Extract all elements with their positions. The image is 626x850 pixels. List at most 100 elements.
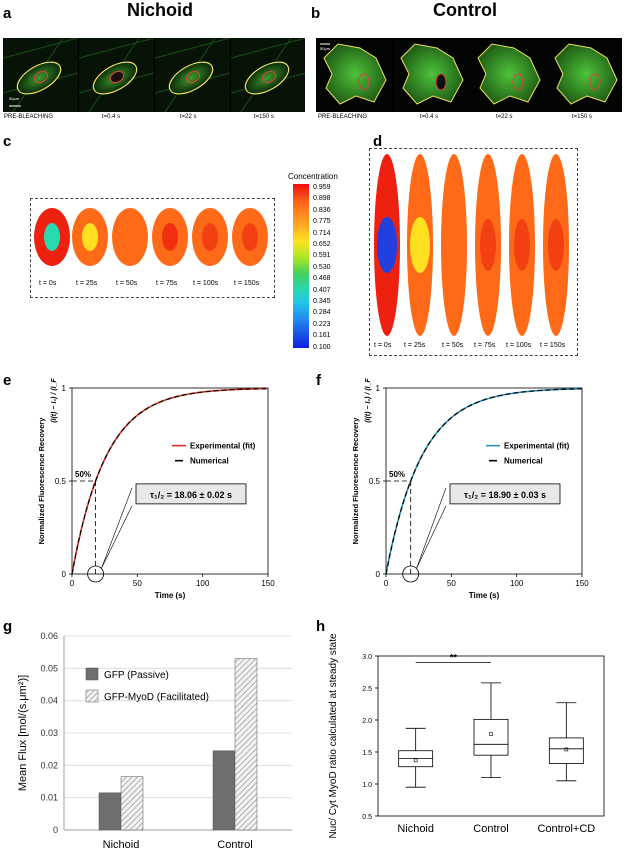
sim-c-label-2: t = 50s [116, 280, 138, 287]
colorbar-tick: 0.775 [313, 218, 331, 226]
heading-control: Control [433, 0, 497, 20]
colorbar-tick: 0.652 [313, 241, 331, 249]
sim-d-label-1: t = 25s [404, 342, 426, 349]
annotation-leader-low [101, 505, 133, 569]
chart-e: 0 50 100 150 0 0.5 1 Time (s) Normalized Fluores… [37, 376, 275, 600]
y-tick-label: 0.02 [40, 760, 58, 770]
sim-d-ellipses [374, 154, 569, 336]
mean-marker [564, 747, 569, 752]
bar [120, 776, 144, 831]
y-tick-label: 0.5 [362, 814, 372, 821]
x-tick-label: 0 [384, 579, 389, 588]
y-tick-label: 0 [53, 825, 58, 835]
chart-g: 0 0.01 0.02 0.03 0.04 0.05 0.06 Mean Flux [mol/… [17, 631, 292, 850]
sim-c-label-3: t = 75s [156, 280, 178, 287]
x-axis-label: Time (s) [155, 591, 186, 600]
panel-letter-h: h [316, 618, 326, 635]
sim-d-label-5: t = 150s [540, 342, 566, 349]
legend-label-experimental: Experimental (fit) [504, 442, 570, 451]
sim-d-label-4: t = 100s [506, 342, 532, 349]
y-tick-label: 0.5 [369, 477, 381, 486]
x-tick-label: 100 [196, 579, 210, 588]
panel-letter-f: f [316, 372, 321, 389]
x-tick-label: 100 [510, 579, 524, 588]
y-tick-label: 1 [62, 384, 67, 393]
colorbar-tick: 0.161 [313, 332, 331, 340]
nichoid-micrographs [3, 38, 305, 112]
legend-label-numerical: Numerical [190, 457, 229, 466]
colorbar-tick: 0.284 [313, 309, 331, 317]
y-axis-label: Nuc/ Cyt MyoD ratio calculated at steady… [328, 633, 339, 839]
colorbar-title: Concentration [288, 172, 338, 181]
y-tick-label: 0.05 [40, 663, 58, 673]
half-time-circle [402, 565, 420, 583]
sim-c-label-4: t = 100s [193, 280, 219, 287]
caption-b-3: t=150 s [572, 114, 592, 120]
y-tick-label: 0.03 [40, 728, 58, 738]
y-tick-label: 2.5 [362, 686, 372, 693]
micrograph-frames [3, 38, 305, 112]
legend-swatch [85, 667, 99, 681]
colorbar-tick: 0.345 [313, 298, 331, 306]
microscopy-strip-control: 50μm [316, 38, 622, 112]
y-axis-label: Normalized Fluorescence Recovery [37, 417, 46, 545]
colorbar-ticks: 0.959 0.898 0.836 0.775 0.714 0.652 0.59… [313, 182, 331, 353]
colorbar-tick: 0.959 [313, 184, 331, 191]
annotation-text: τ₁/₂ = 18.90 ± 0.03 s [464, 490, 546, 500]
sim-c-label-1: t = 25s [76, 280, 98, 287]
x-tick-label: 50 [133, 579, 142, 588]
y-tick-label: 0.06 [40, 631, 58, 641]
panel-letter-d: d [373, 133, 383, 150]
mean-marker [413, 758, 418, 763]
caption-b-2: t=22 s [496, 114, 513, 120]
series-line-experimental [71, 387, 269, 575]
y-tick-label: 1.5 [362, 750, 372, 757]
y-axis-formula: (I(t) − I₀) / (I_F − I₀) [51, 376, 58, 423]
caption-a-1: t=0.4 s [102, 114, 121, 120]
panel-letter-g: g [3, 618, 13, 635]
bar [98, 792, 122, 831]
chart-h: 0.5 1.0 1.5 2.0 2.5 3.0 Nuc/ Cyt MyoD ratio ca… [328, 633, 605, 839]
legend-label: GFP-MyoD (Facilitated) [104, 692, 209, 703]
colorbar-tick: 0.836 [313, 206, 331, 214]
colorbar-tick: 0.898 [313, 195, 331, 203]
colorbar-tick: 0.591 [313, 252, 331, 260]
sim-d-label-2: t = 50s [442, 342, 464, 349]
colorbar-tick: 0.223 [313, 320, 331, 328]
sim-c-label-5: t = 150s [234, 280, 260, 287]
microscopy-strip-nichoid: 50μm [3, 38, 305, 112]
x-tick-label: Control [217, 839, 252, 850]
annotation-leader-high [416, 487, 447, 569]
annotation-text: τ₁/₂ = 18.06 ± 0.02 s [150, 490, 232, 500]
y-axis-label: Normalized Fluorescence Recovery [351, 417, 360, 545]
colorbar-gradient [293, 184, 309, 348]
y-tick-label: 1 [376, 384, 381, 393]
legend-swatch [85, 689, 99, 703]
caption-a-3: t=150 s [254, 114, 274, 120]
heading-nichoid: Nichoid [127, 0, 193, 20]
y-tick-label: 0.01 [40, 793, 58, 803]
colorbar-tick: 0.530 [313, 263, 331, 271]
plot-frame [377, 655, 605, 817]
caption-b-0: PRE-BLEACHING [318, 114, 368, 120]
y-tick-label: 0 [376, 570, 381, 579]
x-axis-label: Time (s) [469, 591, 500, 600]
sim-d-label-3: t = 75s [474, 342, 496, 349]
y-tick-label: 3.0 [362, 654, 372, 661]
sim-c-ellipses [34, 208, 268, 266]
x-tick-label: 150 [261, 579, 275, 588]
half-label: 50% [389, 470, 405, 479]
control-micrographs [316, 38, 622, 112]
x-tick-label: Nichoid [397, 823, 434, 835]
colorbar-tick: 0.100 [313, 343, 331, 351]
x-tick-label: Nichoid [103, 839, 140, 850]
significance-label: ** [450, 652, 458, 662]
scale-bar-label-b: 50μm [320, 46, 331, 51]
annotation-box [449, 483, 561, 505]
annotation-leader-high [101, 487, 133, 569]
colorbar-tick: 0.714 [313, 229, 331, 237]
x-tick-label: 50 [447, 579, 456, 588]
sim-d-box: t = 0s t = 25s t = 50s t = 75s t = 100s … [369, 148, 578, 356]
half-time-circle [87, 565, 104, 583]
annotation-box [135, 483, 247, 505]
